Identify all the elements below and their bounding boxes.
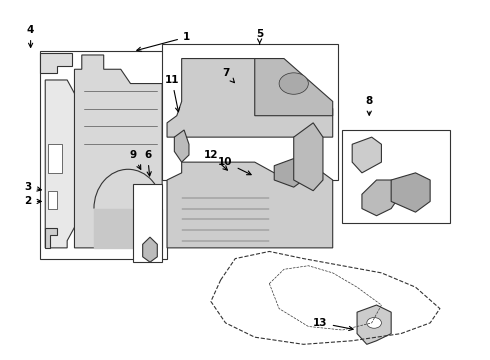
Polygon shape — [143, 237, 157, 262]
Polygon shape — [167, 59, 333, 137]
Polygon shape — [352, 137, 381, 173]
Polygon shape — [167, 162, 333, 248]
Polygon shape — [274, 158, 303, 187]
Circle shape — [367, 318, 381, 328]
Circle shape — [279, 73, 308, 94]
Polygon shape — [357, 305, 391, 344]
Text: 12: 12 — [204, 150, 227, 170]
Text: 7: 7 — [222, 68, 234, 83]
Polygon shape — [362, 180, 401, 216]
Text: 8: 8 — [366, 96, 373, 115]
Text: 11: 11 — [165, 75, 180, 112]
Text: 6: 6 — [144, 150, 151, 176]
FancyBboxPatch shape — [133, 184, 162, 262]
Polygon shape — [294, 123, 323, 191]
Text: 5: 5 — [256, 28, 263, 44]
Polygon shape — [45, 228, 57, 248]
Bar — [48, 144, 62, 173]
FancyBboxPatch shape — [343, 130, 450, 223]
Polygon shape — [391, 173, 430, 212]
Polygon shape — [255, 59, 333, 116]
Text: 13: 13 — [313, 318, 353, 330]
Text: 3: 3 — [24, 182, 41, 192]
Text: 9: 9 — [129, 150, 141, 169]
Polygon shape — [174, 130, 189, 162]
Text: 4: 4 — [27, 25, 34, 48]
Polygon shape — [40, 53, 72, 73]
Text: 1: 1 — [137, 32, 190, 51]
Text: 2: 2 — [24, 197, 41, 206]
Polygon shape — [45, 80, 77, 248]
FancyBboxPatch shape — [40, 51, 167, 258]
Polygon shape — [74, 55, 162, 248]
Bar — [48, 191, 57, 208]
Text: 10: 10 — [218, 157, 251, 175]
FancyBboxPatch shape — [162, 44, 338, 180]
